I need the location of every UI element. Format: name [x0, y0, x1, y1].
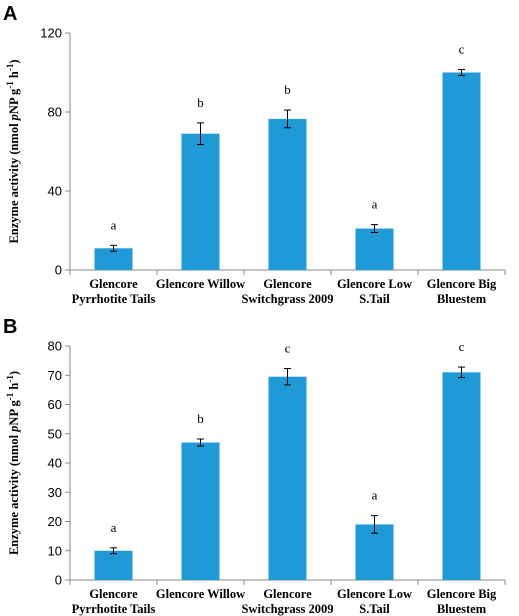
category-label: Glencore Willow: [156, 277, 245, 291]
y-axis-label-superscript: -1: [5, 392, 15, 400]
significance-letter: a: [372, 488, 378, 503]
y-axis-label: Enzyme activity (nmol pNP g-1 h-1): [5, 59, 21, 243]
bar: [355, 228, 394, 270]
category-label: Bluestem: [437, 292, 487, 306]
y-axis-label-superscript: -1: [5, 375, 15, 383]
significance-letter: c: [459, 339, 465, 354]
y-axis-label-part: h: [7, 71, 21, 81]
y-tick-label: 120: [40, 26, 62, 41]
bar: [442, 72, 481, 270]
panel-letter: A: [3, 3, 17, 25]
category-label: Glencore: [89, 277, 138, 291]
bar: [268, 118, 307, 270]
bar: [94, 550, 133, 580]
y-tick-label: 30: [48, 485, 62, 500]
y-tick-label: 80: [48, 339, 62, 354]
y-axis-label-part: NP g: [7, 399, 21, 425]
category-label: Pyrrhotite Tails: [72, 602, 156, 616]
significance-letter: a: [111, 217, 117, 232]
category-label: Bluestem: [437, 602, 487, 616]
bar: [181, 133, 220, 270]
y-tick-label: 0: [55, 573, 62, 588]
category-label: Switchgrass 2009: [241, 602, 333, 616]
y-axis-label-part: h: [7, 383, 21, 393]
significance-letter: b: [197, 95, 204, 110]
category-label: Glencore: [89, 587, 138, 601]
category-label: Glencore Low: [337, 277, 412, 291]
y-axis-label-part: p: [7, 426, 21, 433]
category-label: Glencore Low: [337, 587, 412, 601]
significance-letter: c: [285, 341, 291, 356]
y-axis-label-part: p: [7, 114, 21, 121]
category-label: Glencore Willow: [156, 587, 245, 601]
bar: [94, 248, 133, 270]
category-label: Glencore Big: [427, 277, 497, 291]
y-tick-label: 70: [48, 368, 62, 383]
bar: [442, 372, 481, 580]
y-axis-label-superscript: -1: [5, 63, 15, 71]
y-tick-label: 0: [55, 263, 62, 278]
category-label: Switchgrass 2009: [241, 292, 333, 306]
category-label: S.Tail: [359, 292, 390, 306]
y-axis-label-part: Enzyme activity (nmol: [7, 120, 21, 243]
bar: [268, 376, 307, 580]
significance-letter: a: [111, 520, 117, 535]
significance-letter: c: [459, 42, 465, 57]
category-label: Glencore Big: [427, 587, 497, 601]
significance-letter: b: [197, 411, 204, 426]
y-tick-label: 60: [48, 397, 62, 412]
y-tick-label: 10: [48, 543, 62, 558]
significance-letter: a: [372, 197, 378, 212]
y-axis-label-part: ): [7, 59, 21, 63]
category-label: Glencore: [263, 277, 312, 291]
y-tick-label: 50: [48, 426, 62, 441]
y-axis-label: Enzyme activity (nmol pNP g-1 h-1): [5, 371, 21, 555]
y-axis-label-superscript: -1: [5, 81, 15, 89]
category-label: Pyrrhotite Tails: [72, 292, 156, 306]
significance-letter: b: [284, 82, 291, 97]
y-axis-label-part: Enzyme activity (nmol: [7, 432, 21, 555]
y-tick-label: 40: [48, 184, 62, 199]
y-axis-label-part: ): [7, 371, 21, 375]
y-tick-label: 20: [48, 514, 62, 529]
panel-letter: B: [3, 316, 17, 338]
y-tick-label: 40: [48, 456, 62, 471]
category-label: S.Tail: [359, 602, 390, 616]
category-label: Glencore: [263, 587, 312, 601]
bar: [181, 442, 220, 580]
y-tick-label: 80: [48, 105, 62, 120]
y-axis-label-part: NP g: [7, 88, 21, 114]
